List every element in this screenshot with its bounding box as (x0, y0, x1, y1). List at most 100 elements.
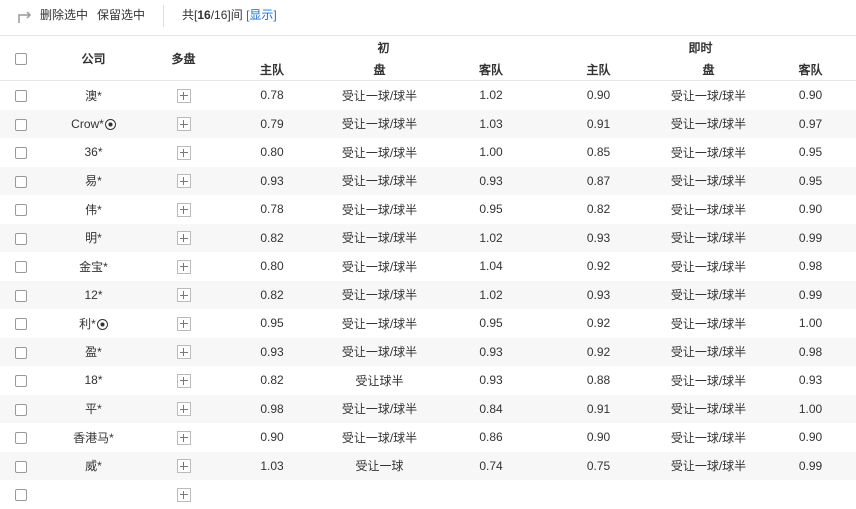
company: 平* (42, 395, 145, 424)
company: 易* (42, 167, 145, 196)
initial-away: 1.02 (437, 224, 545, 253)
initial-home-text: 0.80 (260, 259, 284, 274)
initial-home-text: 1.03 (260, 458, 284, 473)
expand-button[interactable] (176, 288, 191, 303)
row-partial (0, 480, 856, 509)
initial-away-text: 0.93 (479, 344, 503, 359)
header-initial: 初 (377, 40, 390, 55)
company: 金宝* (42, 252, 145, 281)
header-multi: 多盘 (171, 51, 196, 66)
live-home-text: 0.93 (586, 230, 611, 245)
initial-line-text: 受让一球/球半 (341, 231, 418, 246)
live-away: 1.00 (765, 309, 856, 338)
initial-line: 受让球半 (322, 366, 437, 395)
expand-button[interactable] (176, 259, 191, 274)
live-away: 0.95 (765, 167, 856, 196)
live-away-text: 0.95 (798, 173, 823, 188)
live-away-text: 0.97 (798, 116, 823, 131)
initial-home-text: 0.79 (260, 116, 284, 131)
live-home-text: 0.88 (586, 373, 611, 388)
initial-away-text: 0.95 (479, 202, 503, 217)
select-cell (0, 252, 42, 281)
row-checkbox[interactable] (15, 232, 27, 245)
initial-line-text: 受让一球/球半 (341, 402, 418, 417)
select-all[interactable] (15, 52, 27, 65)
expand-button[interactable] (176, 487, 191, 502)
live-away-text: 0.99 (798, 458, 823, 473)
live-line-text: 受让一球/球半 (670, 88, 747, 103)
row-checkbox[interactable] (15, 460, 27, 473)
company: Crow* (42, 110, 145, 139)
initial-away-text: 1.02 (479, 287, 503, 302)
initial-line: 受让一球/球半 (322, 195, 437, 224)
expand-button[interactable] (176, 402, 191, 417)
initial-home-text: 0.82 (260, 287, 284, 302)
live-home-text: 0.91 (586, 116, 611, 131)
row-checkbox[interactable] (15, 90, 27, 103)
initial-away: 1.00 (437, 138, 545, 167)
multi-cell (145, 366, 222, 395)
expand-button[interactable] (176, 316, 191, 331)
live-away: 0.93 (765, 366, 856, 395)
initial-line: 受让一球/球半 (322, 423, 437, 452)
live-away: 0.90 (765, 195, 856, 224)
expand-button[interactable] (176, 145, 191, 160)
live-line: 受让一球/球半 (652, 138, 765, 167)
company: 伟* (42, 195, 145, 224)
live-away: 0.98 (765, 338, 856, 367)
row-checkbox[interactable] (15, 289, 27, 302)
initial-line-text: 受让球半 (355, 373, 404, 388)
live-away-text: 0.90 (798, 430, 823, 445)
initial-home-text: 0.95 (260, 316, 284, 331)
select-cell (0, 480, 42, 509)
live-home: 0.75 (545, 452, 652, 481)
initial-line: 受让一球/球半 (322, 338, 437, 367)
row-checkbox[interactable] (15, 175, 27, 188)
initial-away: 0.95 (437, 195, 545, 224)
expand-button[interactable] (176, 459, 191, 474)
multi-cell (145, 395, 222, 424)
delete-selected[interactable]: 删除选中 (40, 8, 89, 22)
row: 澳* 0.78 受让一球/球半 1.02 0.90 受让一球/球半 0.90 (0, 81, 856, 110)
row-checkbox[interactable] (15, 204, 27, 217)
expand-button[interactable] (176, 231, 191, 246)
expand-button[interactable] (176, 373, 191, 388)
row-checkbox[interactable] (15, 403, 27, 416)
expand-button[interactable] (176, 345, 191, 360)
count: 共[16/16]间 [显示] (182, 8, 277, 22)
initial-home-text: 0.98 (260, 401, 284, 416)
initial-line-text: 受让一球/球半 (341, 145, 418, 160)
cell (765, 480, 856, 509)
header-home: 主队 (586, 62, 611, 77)
live-away: 0.98 (765, 252, 856, 281)
initial-away-text: 0.95 (479, 316, 503, 331)
initial-line: 受让一球/球半 (322, 81, 437, 110)
live-line: 受让一球/球半 (652, 366, 765, 395)
company-text: 香港马* (73, 430, 114, 445)
live-line-text: 受让一球/球半 (670, 231, 747, 246)
row-checkbox[interactable] (15, 147, 27, 160)
initial-away: 0.86 (437, 423, 545, 452)
row-checkbox[interactable] (15, 346, 27, 359)
select-cell (0, 281, 42, 310)
expand-button[interactable] (176, 430, 191, 445)
initial-home: 0.78 (222, 195, 322, 224)
initial-line-text: 受让一球 (355, 459, 404, 474)
expand-button[interactable] (176, 174, 191, 189)
row-checkbox[interactable] (15, 375, 27, 388)
live-away: 0.90 (765, 81, 856, 110)
initial-line: 受让一球/球半 (322, 395, 437, 424)
expand-button[interactable] (176, 117, 191, 132)
expand-button[interactable] (176, 202, 191, 217)
show-link[interactable]: [显示] (246, 8, 277, 22)
row-checkbox[interactable] (15, 261, 27, 274)
keep-selected[interactable]: 保留选中 (97, 8, 146, 22)
live-line: 受让一球/球半 (652, 281, 765, 310)
company-text: 易* (85, 174, 102, 189)
count-prefix: 共[ (182, 8, 198, 22)
row-checkbox[interactable] (15, 118, 27, 131)
multi-cell (145, 138, 222, 167)
row-checkbox[interactable] (15, 432, 27, 445)
row-checkbox[interactable] (15, 318, 27, 331)
expand-button[interactable] (176, 88, 191, 103)
